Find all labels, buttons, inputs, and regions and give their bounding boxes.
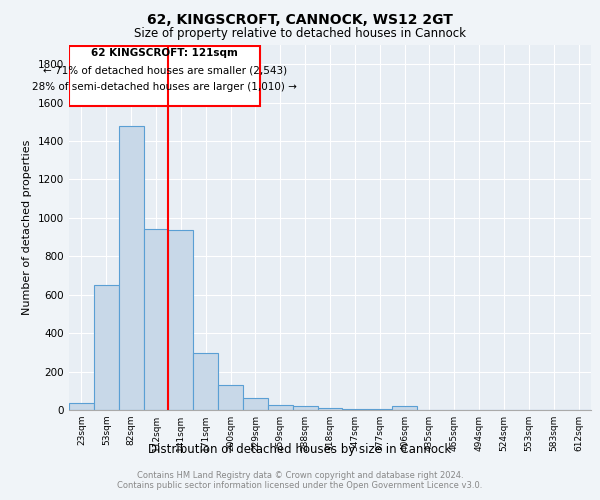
Text: 62 KINGSCROFT: 121sqm: 62 KINGSCROFT: 121sqm [91, 48, 238, 58]
Text: 28% of semi-detached houses are larger (1,010) →: 28% of semi-detached houses are larger (… [32, 82, 297, 92]
Text: Size of property relative to detached houses in Cannock: Size of property relative to detached ho… [134, 28, 466, 40]
Bar [392, 406, 417, 410]
Bar [243, 398, 268, 410]
Text: Distribution of detached houses by size in Cannock: Distribution of detached houses by size … [148, 442, 452, 456]
Bar [343, 409, 367, 410]
Text: 62, KINGSCROFT, CANNOCK, WS12 2GT: 62, KINGSCROFT, CANNOCK, WS12 2GT [147, 12, 453, 26]
Bar [218, 385, 243, 410]
Text: Contains HM Land Registry data © Crown copyright and database right 2024.
Contai: Contains HM Land Registry data © Crown c… [118, 470, 482, 490]
Bar [119, 126, 143, 410]
Bar [367, 409, 392, 410]
Bar [268, 405, 293, 410]
Bar [317, 408, 343, 410]
Text: ← 71% of detached houses are smaller (2,543): ← 71% of detached houses are smaller (2,… [43, 65, 287, 75]
Bar [169, 230, 193, 410]
Bar [293, 406, 317, 410]
Bar [193, 354, 218, 410]
FancyBboxPatch shape [69, 46, 260, 106]
Y-axis label: Number of detached properties: Number of detached properties [22, 140, 32, 315]
Bar [143, 230, 169, 410]
Bar [94, 285, 119, 410]
Bar [69, 404, 94, 410]
